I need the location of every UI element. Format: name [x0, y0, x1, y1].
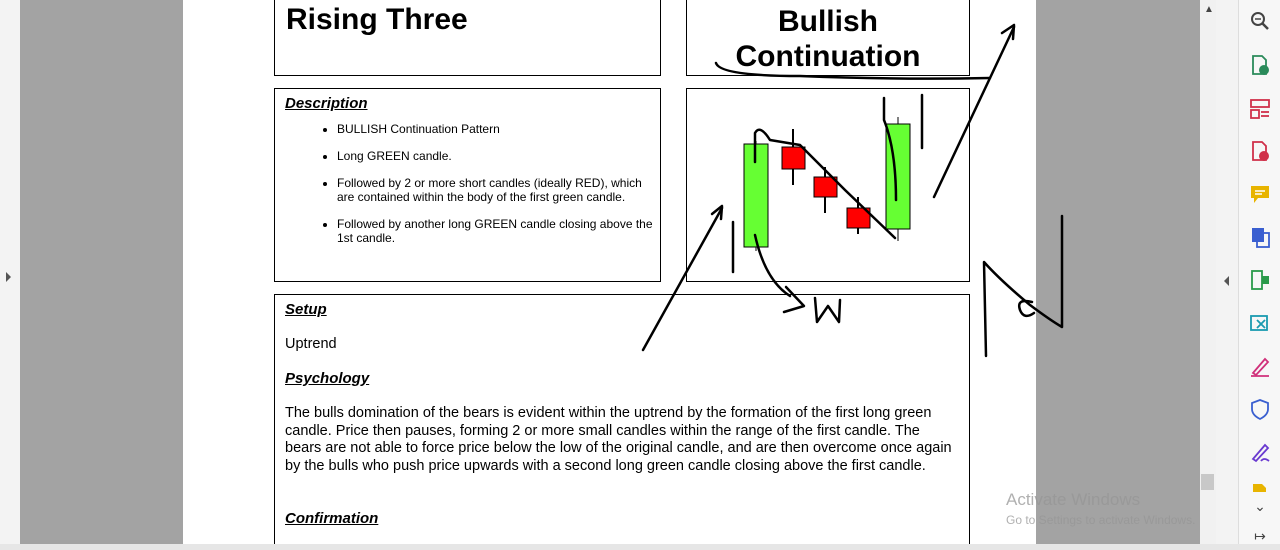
confirmation-heading: Confirmation — [285, 510, 379, 527]
tools-sidebar: ⌄ ↦ — [1238, 0, 1280, 544]
create-pdf-icon[interactable] — [1249, 140, 1271, 162]
description-bullet: Followed by another long GREEN candle cl… — [337, 217, 655, 245]
left-panel-strip — [0, 0, 20, 544]
setup-heading: Setup — [285, 301, 327, 318]
scrollbar-thumb[interactable] — [1201, 474, 1214, 490]
signal-title: Bullish Continuation — [687, 4, 969, 74]
organize-pages-icon[interactable] — [1249, 98, 1271, 120]
comment-icon[interactable] — [1249, 183, 1271, 205]
collapse-toolbar-icon[interactable]: ↦ — [1254, 528, 1266, 544]
setup-text: Uptrend — [285, 336, 337, 352]
details-box: Setup Uptrend Psychology The bulls domin… — [274, 294, 970, 544]
description-bullet: Long GREEN candle. — [337, 149, 655, 163]
pattern-title-box: Rising Three — [274, 0, 661, 76]
compress-icon[interactable] — [1249, 269, 1271, 291]
document-page: Rising Three Bullish Continuation Descri… — [183, 0, 1036, 544]
export-pdf-icon[interactable] — [1249, 54, 1271, 76]
watermark-title: Activate Windows — [1006, 490, 1141, 509]
protect-icon[interactable] — [1249, 398, 1271, 421]
candlestick-diagram — [743, 117, 911, 251]
candlestick-diagram-box — [686, 88, 970, 282]
request-signature-icon[interactable] — [1249, 441, 1271, 463]
signal-title-box: Bullish Continuation — [686, 0, 970, 76]
candle-2-red — [781, 146, 806, 170]
right-panel-strip — [1216, 0, 1238, 544]
zoom-icon[interactable] — [1249, 10, 1271, 32]
description-bullet: BULLISH Continuation Pattern — [337, 122, 655, 136]
expand-left-panel-icon[interactable] — [6, 272, 11, 282]
description-box: Description BULLISH Continuation Pattern… — [274, 88, 661, 282]
watermark-subtitle: Go to Settings to activate Windows. — [1006, 513, 1196, 527]
description-bullet: Followed by 2 or more short candles (ide… — [337, 176, 655, 204]
description-heading: Description — [285, 95, 368, 112]
candle-5-green — [885, 123, 911, 230]
edit-pdf-icon[interactable] — [1249, 312, 1271, 334]
scroll-up-icon[interactable]: ▲ — [1204, 4, 1214, 15]
vertical-scrollbar[interactable]: ▲ — [1200, 0, 1216, 544]
fill-sign-icon[interactable] — [1249, 355, 1271, 377]
signal-title-line2: Continuation — [735, 40, 921, 73]
candle-4-red — [846, 207, 871, 229]
collapse-right-panel-icon[interactable] — [1224, 276, 1229, 286]
more-tools-icon[interactable] — [1249, 482, 1271, 492]
combine-files-icon[interactable] — [1249, 226, 1271, 248]
candle-3-red — [813, 176, 838, 198]
activate-windows-watermark: Activate Windows Go to Settings to activ… — [1006, 490, 1195, 527]
signal-title-line1: Bullish — [777, 5, 878, 38]
chevron-down-icon[interactable]: ⌄ — [1254, 498, 1266, 514]
psychology-text: The bulls domination of the bears is evi… — [285, 405, 952, 474]
description-list: BULLISH Continuation Pattern Long GREEN … — [275, 122, 655, 258]
candle-1-green — [743, 143, 769, 248]
pattern-title: Rising Three — [286, 3, 468, 36]
psychology-heading: Psychology — [285, 370, 370, 387]
